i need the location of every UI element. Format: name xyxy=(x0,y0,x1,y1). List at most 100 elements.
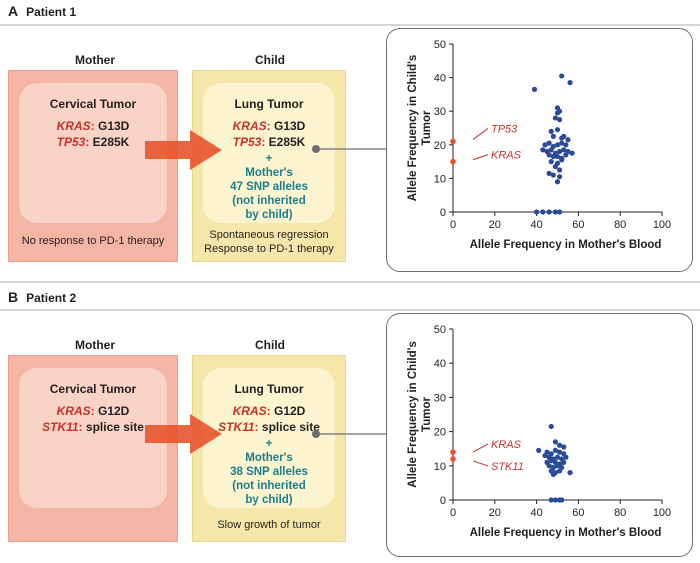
annotation-label: STK11 xyxy=(491,461,524,473)
data-point xyxy=(534,209,540,215)
highlight-point xyxy=(450,138,456,145)
y-tick-label: 50 xyxy=(434,324,446,336)
snp-line: 47 SNP alleles xyxy=(230,181,308,193)
data-point xyxy=(548,147,554,153)
y-tick-label: 50 xyxy=(434,39,446,51)
data-point xyxy=(540,147,546,153)
snp-line: (not inherited xyxy=(232,480,306,492)
x-tick-label: 0 xyxy=(450,507,456,519)
data-point xyxy=(556,449,563,455)
annotation-leader xyxy=(472,460,489,467)
mutation-change: G13D xyxy=(98,119,130,133)
snp-line: Mother's xyxy=(245,452,293,464)
y-tick-label: 20 xyxy=(434,140,446,152)
child-note: Slow growth of tumor xyxy=(217,519,321,531)
plus-sign: + xyxy=(265,438,273,450)
data-point xyxy=(556,209,563,215)
gene-name: STK11 xyxy=(218,420,255,434)
data-point xyxy=(542,142,548,148)
mutation-change: G12D xyxy=(274,404,306,418)
data-point xyxy=(556,148,563,155)
arrow-icon xyxy=(145,414,222,454)
data-point xyxy=(554,454,561,460)
panel-divider xyxy=(0,281,700,283)
child-box: Lung Tumor KRAS: G13D TP53: E285K + Moth… xyxy=(192,70,346,262)
data-point xyxy=(565,137,571,143)
data-point xyxy=(546,170,552,176)
data-point xyxy=(548,423,554,430)
child-header: Child xyxy=(255,338,285,352)
cervical-tumor-box: Cervical Tumor KRAS: G12D STK11: splice … xyxy=(19,368,167,508)
y-tick-label: 30 xyxy=(434,106,446,118)
lung-tumor-box: Lung Tumor KRAS: G12D STK11: splice site… xyxy=(203,368,335,508)
x-tick-label: 80 xyxy=(614,219,626,231)
mutation-change: splice site xyxy=(261,420,320,434)
mutation-line: KRAS: G12D xyxy=(232,404,306,418)
data-point xyxy=(556,442,563,448)
y-axis-label: Tumor xyxy=(421,397,433,432)
mother-box: Cervical Tumor KRAS: G12D STK11: splice … xyxy=(8,355,178,542)
y-axis-label: Tumor xyxy=(421,110,433,145)
data-point xyxy=(554,153,561,160)
data-point xyxy=(552,497,559,503)
data-point xyxy=(546,209,552,215)
data-point xyxy=(554,463,561,469)
data-point xyxy=(540,209,546,215)
panel-title: Patient 2 xyxy=(26,291,77,305)
mother-box: Cervical Tumor KRAS: G13D TP53: E285K No… xyxy=(8,70,178,262)
x-tick-label: 40 xyxy=(530,507,542,519)
data-point xyxy=(556,468,563,474)
arrow-icon xyxy=(145,130,222,170)
data-point xyxy=(552,115,559,121)
x-tick-label: 100 xyxy=(653,219,671,231)
panel-letter: B xyxy=(8,289,19,305)
data-point xyxy=(561,459,567,465)
x-tick-label: 20 xyxy=(489,219,501,231)
data-point xyxy=(556,167,563,173)
gene-name: KRAS xyxy=(232,404,267,418)
data-point xyxy=(569,150,575,156)
connector-dot xyxy=(312,145,320,153)
y-axis-label: Allele Frequency in Child's xyxy=(407,341,419,488)
snp-line: 38 SNP alleles xyxy=(230,466,308,478)
data-point xyxy=(567,80,573,86)
data-point xyxy=(546,463,552,469)
mutation-line: TP53: E285K xyxy=(56,135,130,149)
data-point xyxy=(567,470,573,476)
data-point xyxy=(563,142,569,148)
data-point xyxy=(552,164,559,170)
scatter-frame-b xyxy=(386,313,693,557)
mother-note: No response to PD-1 therapy xyxy=(21,235,165,247)
data-point xyxy=(554,142,561,148)
data-point xyxy=(561,444,567,450)
x-tick-label: 80 xyxy=(614,507,626,519)
x-tick-label: 60 xyxy=(572,507,584,519)
child-note: Spontaneous regression xyxy=(209,229,329,241)
mutation-change: E285K xyxy=(92,135,130,149)
gene-name: TP53 xyxy=(232,135,262,149)
data-point xyxy=(563,454,569,460)
data-point xyxy=(559,140,565,146)
panel-b-label: B Patient 2 xyxy=(8,289,76,305)
gene-name: KRAS xyxy=(232,119,267,133)
mutation-line: STK11: splice site xyxy=(218,420,320,434)
data-point xyxy=(531,86,538,92)
data-point xyxy=(542,452,548,459)
data-point xyxy=(552,447,559,454)
y-tick-label: 0 xyxy=(440,207,446,219)
panel-letter: A xyxy=(8,3,19,19)
x-tick-label: 20 xyxy=(489,507,501,519)
mother-header: Mother xyxy=(75,338,115,352)
annotation-leader xyxy=(472,154,489,161)
data-point xyxy=(546,140,552,146)
data-point xyxy=(561,147,567,153)
data-point xyxy=(548,128,554,134)
mutation-line: KRAS: G13D xyxy=(56,119,130,133)
data-point xyxy=(550,172,556,178)
snp-line: by child) xyxy=(245,494,293,506)
highlight-point xyxy=(450,158,456,165)
panel-divider xyxy=(0,24,700,26)
